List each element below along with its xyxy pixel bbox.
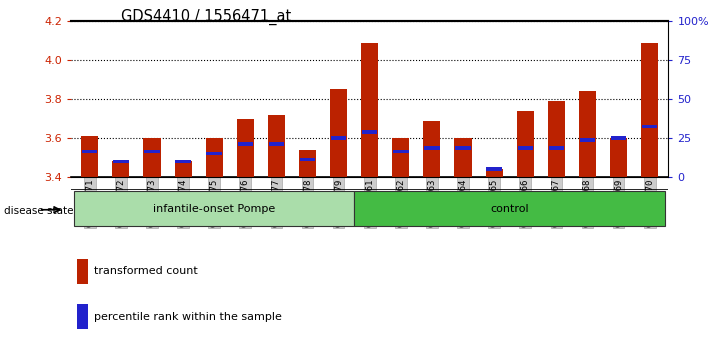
Bar — [393, 150, 409, 153]
Bar — [423, 120, 441, 177]
Bar — [392, 138, 410, 177]
Bar — [331, 136, 346, 140]
Bar — [354, 191, 665, 227]
Bar — [517, 111, 534, 177]
Bar — [518, 146, 533, 149]
Bar — [362, 131, 378, 134]
Bar — [299, 150, 316, 177]
Bar — [77, 304, 88, 329]
Bar — [82, 150, 97, 153]
Bar — [579, 91, 596, 177]
Bar — [611, 136, 626, 140]
Bar — [547, 101, 565, 177]
Bar — [112, 161, 129, 177]
Bar — [174, 161, 192, 177]
Bar — [455, 146, 471, 149]
Bar — [330, 89, 347, 177]
Bar — [579, 138, 595, 142]
Bar — [176, 160, 191, 163]
Text: control: control — [491, 204, 529, 214]
Bar — [144, 138, 161, 177]
Bar — [237, 142, 253, 145]
Bar — [424, 146, 439, 149]
Bar — [206, 152, 222, 155]
Bar — [74, 191, 354, 227]
Text: disease state: disease state — [4, 206, 73, 216]
Text: GDS4410 / 1556471_at: GDS4410 / 1556471_at — [121, 9, 291, 25]
Bar — [268, 115, 285, 177]
Bar — [81, 136, 98, 177]
Bar — [144, 150, 160, 153]
Text: percentile rank within the sample: percentile rank within the sample — [94, 312, 282, 322]
Bar — [205, 138, 223, 177]
Bar — [300, 158, 315, 161]
Bar — [486, 167, 502, 171]
Bar — [486, 169, 503, 177]
Bar — [361, 42, 378, 177]
Bar — [642, 125, 658, 128]
Bar — [113, 160, 129, 163]
Text: infantile-onset Pompe: infantile-onset Pompe — [153, 204, 275, 214]
Bar — [77, 259, 88, 284]
Bar — [610, 138, 627, 177]
Bar — [269, 142, 284, 145]
Bar — [641, 42, 658, 177]
Bar — [237, 119, 254, 177]
Bar — [549, 146, 564, 149]
Bar — [454, 138, 471, 177]
Text: transformed count: transformed count — [94, 266, 198, 276]
